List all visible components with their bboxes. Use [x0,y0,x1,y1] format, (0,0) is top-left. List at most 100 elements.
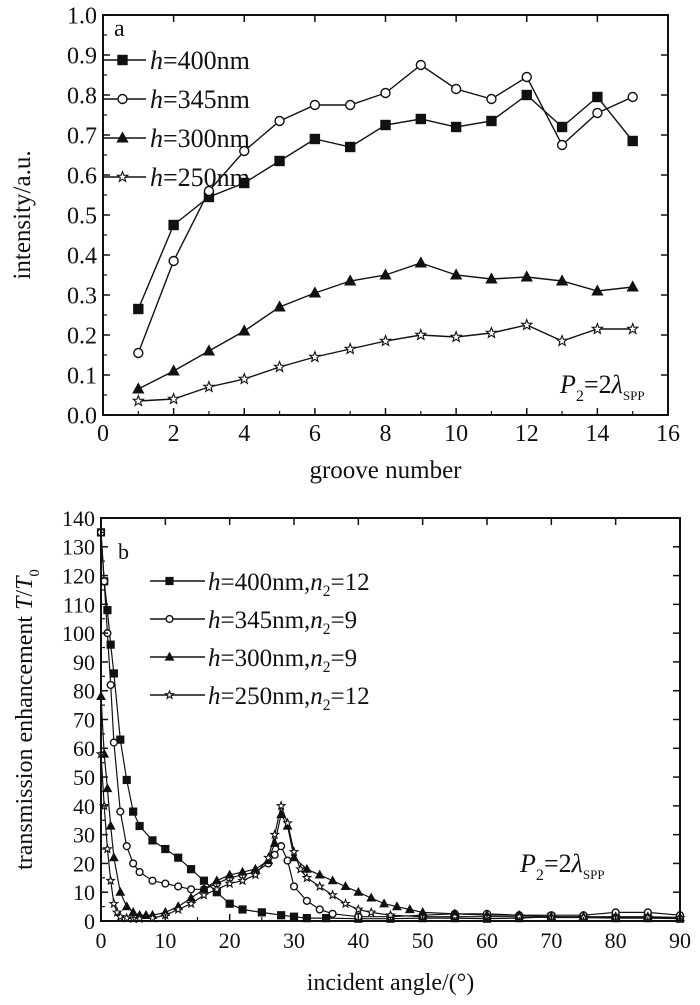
x-tick-label: 12 [515,421,539,447]
data-point [353,886,364,896]
data-point [135,821,144,831]
legend-label: h=250nm,n2=12 [208,683,370,714]
y-tick-label: 0.1 [67,364,97,390]
legend-label: h=300nm,n2=9 [208,645,357,676]
data-point [275,800,287,811]
data-point [590,321,605,335]
legend-label: h=300nm [150,124,250,153]
y-tick-label: 20 [73,851,95,876]
data-point [121,901,132,911]
legend-entry: h=345nm [103,85,250,114]
data-point [103,606,112,615]
y-axis: 0.0 0.1 0.2 0.3 0.4 0.5 0.6 0.7 0.8 0.9 1.0 [67,4,668,430]
legend-label: h=400nm,n2=12 [208,569,370,600]
data-point [379,898,389,908]
data-point [105,820,116,830]
data-point [109,669,118,678]
data-point [262,852,274,863]
data-point [102,843,113,854]
data-point [106,640,115,649]
x-tick-label: 50 [412,928,434,953]
y-tick-label: 0.0 [67,404,97,430]
data-point [626,280,639,292]
series-line [100,696,681,919]
data-point [174,882,183,891]
series-1 [96,528,685,921]
y-tick-label: 60 [73,736,95,761]
data-point [365,906,377,917]
plot-frame [100,517,681,922]
data-point [289,882,299,891]
y-tick-label: 80 [73,679,95,704]
data-point [116,735,125,744]
data-point [301,863,312,873]
data-point [415,59,427,71]
x-tick-label: 60 [476,928,498,953]
y-tick-label: 30 [73,823,95,848]
data-point [148,836,157,845]
data-point [224,877,235,889]
legend-label: h=250nm [150,163,250,192]
y-tick-label: 0.8 [67,84,97,110]
data-point [198,889,210,900]
legend-entry: h=250nm [103,163,250,192]
y-axis: 0 10 20 30 40 50 60 70 80 90 100 110 120 130 140 [62,506,680,934]
x-tick-label: 20 [219,928,241,953]
data-point [556,139,568,151]
x-tick-label: 8 [380,421,392,447]
y-tick-label: 140 [62,506,95,531]
legend-marker [115,169,130,183]
data-point [520,270,533,282]
series-line [100,532,681,918]
data-point [555,334,569,347]
series-line [100,532,681,920]
data-point [167,364,180,376]
y-tick-label: 0.3 [67,284,97,310]
data-point [392,901,402,911]
data-point [168,255,179,267]
data-point [148,876,157,885]
series-line [100,753,681,920]
data-point [314,880,326,892]
data-point [225,899,234,908]
series-layer [95,528,686,924]
x-tick-label: 80 [605,928,627,953]
y-tick-label: 120 [62,563,95,588]
data-point [237,866,248,876]
panel-label: b [118,539,129,564]
data-point [161,844,170,854]
data-point [414,327,428,341]
data-point [108,897,120,909]
data-point [239,177,250,189]
x-tick-label: 90 [669,928,691,953]
legend-entry: h=400nm [103,46,250,75]
legend-label: h=345nm [150,85,250,114]
data-point [591,284,604,296]
data-point [116,807,125,816]
data-point [379,268,392,280]
data-point [238,905,247,914]
data-point [353,903,364,915]
panel-b: 0 10 20 30 40 50 60 70 80 90010203040506070809010… [12,506,691,996]
data-point [257,908,266,917]
legend-marker [117,93,128,105]
data-point [135,867,144,877]
x-tick-label: 0 [96,928,107,953]
data-point [269,829,281,840]
data-point [315,905,324,914]
data-point [133,347,144,359]
data-point [343,341,357,355]
annotation-p2: P2=2λSPP [559,370,645,405]
data-point [168,219,179,231]
data-point [309,133,321,145]
legend-marker [164,689,175,700]
y-tick-label: 0.9 [67,44,97,70]
data-point [211,875,222,885]
data-point [414,256,427,268]
data-point [340,897,351,909]
data-point [380,119,391,131]
data-point [627,91,638,103]
data-point [202,380,216,393]
data-point [203,185,215,197]
x-tick-label: 6 [309,421,321,447]
